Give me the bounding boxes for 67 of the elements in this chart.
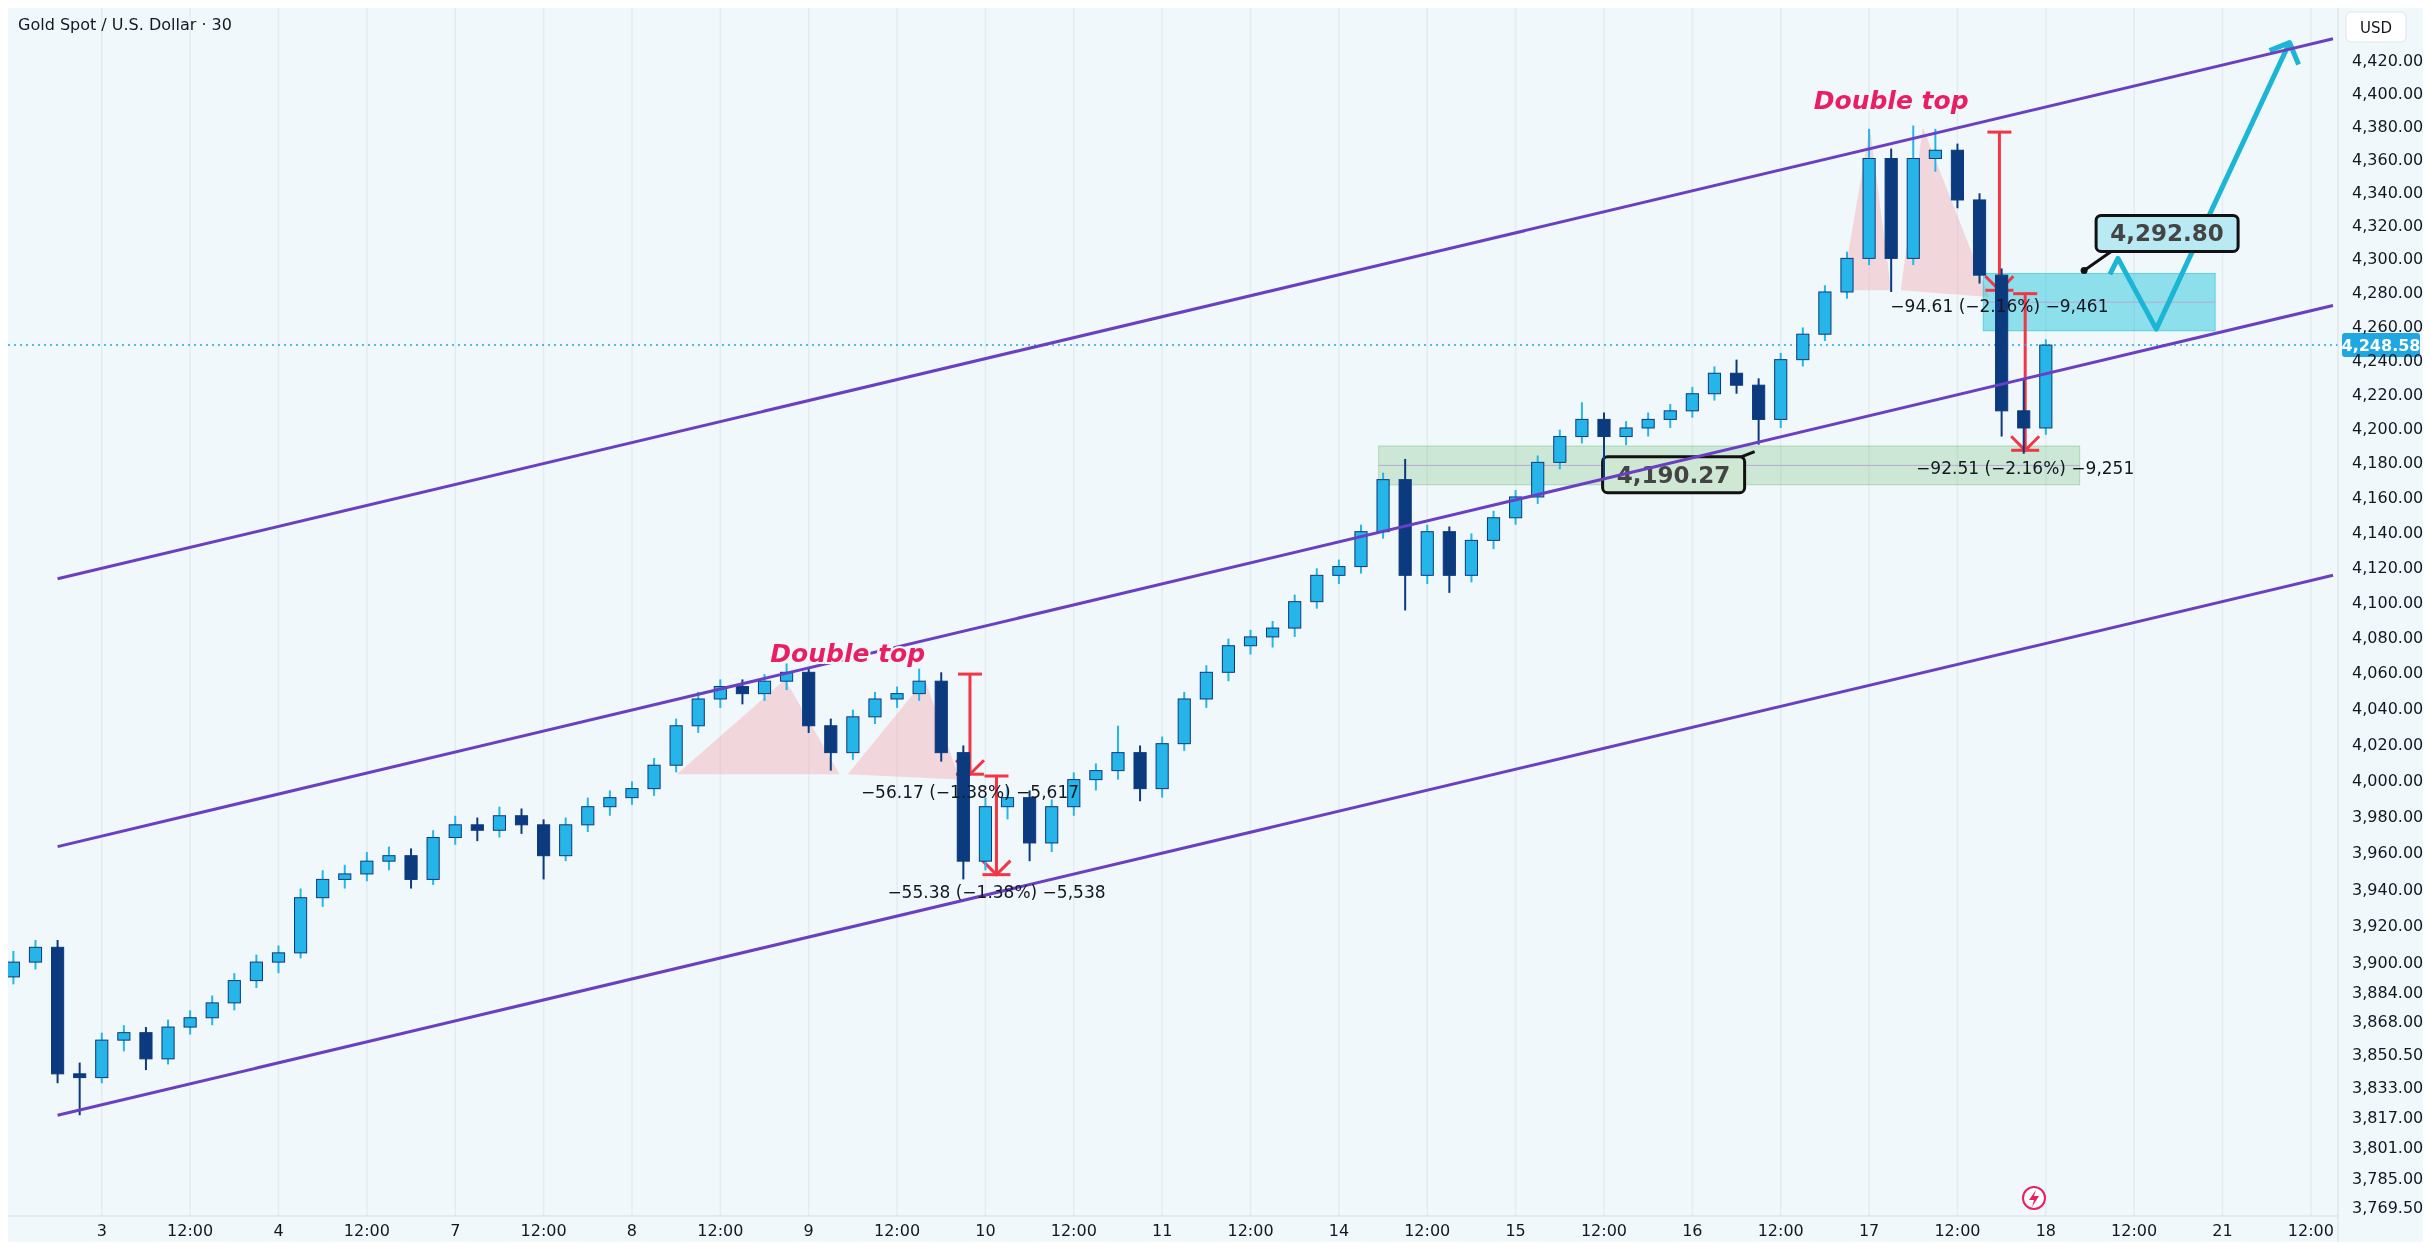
y-tick-label: 4,260.00 — [2352, 316, 2424, 336]
x-tick-label: 9 — [803, 1221, 814, 1240]
y-tick-label: 4,060.00 — [2352, 663, 2424, 683]
y-tick-label: 4,420.00 — [2352, 50, 2424, 70]
x-tick-label: 12:00 — [2287, 1221, 2334, 1240]
y-tick-label: 4,160.00 — [2352, 487, 2424, 507]
y-tick-label: 3,785.00 — [2352, 1168, 2424, 1188]
y-tick-label: 3,769.50 — [2352, 1198, 2424, 1218]
x-tick-label: 8 — [626, 1221, 638, 1240]
y-tick-label: 4,020.00 — [2352, 734, 2424, 754]
y-tick-label: 3,920.00 — [2352, 916, 2424, 936]
y-tick-label: 4,180.00 — [2352, 453, 2424, 473]
y-tick-label: 4,400.00 — [2352, 83, 2424, 103]
y-tick-label: 4,100.00 — [2352, 592, 2424, 612]
text: Gold Spot / U.S. Dollar · 30 — [18, 15, 232, 34]
y-tick-label: 4,220.00 — [2352, 384, 2424, 404]
y-tick-label: 4,300.00 — [2352, 249, 2424, 269]
x-tick-label: 12:00 — [1404, 1221, 1451, 1240]
y-tick-label: 3,884.00 — [2352, 982, 2424, 1002]
y-tick-label: 4,380.00 — [2352, 116, 2424, 136]
y-tick-label: 3,801.00 — [2352, 1138, 2424, 1158]
x-tick-label: 12:00 — [520, 1221, 567, 1240]
x-tick-label: 4 — [273, 1221, 284, 1240]
x-tick-label: 12:00 — [1227, 1221, 1274, 1240]
x-tick-label: 3 — [96, 1221, 107, 1240]
x-tick-label: 17 — [1858, 1221, 1880, 1240]
x-tick-label: 12:00 — [1757, 1221, 1804, 1240]
x-tick-label: 12:00 — [1580, 1221, 1628, 1240]
x-tick-label: 12:00 — [343, 1221, 390, 1240]
x-tick-label: 11 — [1151, 1221, 1173, 1240]
x-tick-label: 21 — [2212, 1221, 2233, 1240]
y-tick-label: 3,817.00 — [2352, 1108, 2424, 1128]
y-tick-label: 4,320.00 — [2352, 215, 2424, 235]
y-tick-label: 4,280.00 — [2352, 282, 2424, 302]
annotation: −92.51 (−2.16%) −9,251 — [1916, 458, 2135, 479]
x-tick-label: 12:00 — [1934, 1221, 1981, 1240]
y-tick-label: 3,940.00 — [2352, 879, 2424, 899]
y-tick-label: 4,120.00 — [2352, 557, 2424, 577]
y-tick-label: 3,900.00 — [2352, 953, 2424, 973]
y-tick-label: 3,960.00 — [2352, 843, 2424, 863]
y-tick-label: 3,850.50 — [2352, 1045, 2424, 1065]
x-tick-label: 10 — [975, 1221, 996, 1240]
x-tick-label: 15 — [1505, 1221, 1526, 1240]
x-tick-label: 16 — [1682, 1221, 1703, 1240]
x-tick-label: 12:00 — [1050, 1221, 1097, 1240]
x-tick-label: 7 — [450, 1221, 461, 1240]
y-tick-label: 4,140.00 — [2352, 522, 2424, 542]
y-tick-label: 4,360.00 — [2352, 149, 2424, 169]
x-tick-label: 18 — [2035, 1221, 2056, 1240]
y-tick-label: 4,200.00 — [2352, 418, 2424, 438]
y-tick-label: 4,340.00 — [2352, 182, 2424, 202]
y-tick-label: 3,868.00 — [2352, 1012, 2424, 1032]
x-tick-label: 12:00 — [874, 1221, 921, 1240]
x-tick-label: 14 — [1328, 1221, 1350, 1240]
annotation: Double top — [770, 638, 926, 668]
y-tick-label: 3,980.00 — [2352, 806, 2424, 826]
x-tick-label: 12:00 — [697, 1221, 744, 1240]
annotation: Double top — [1813, 86, 1969, 116]
annotation: 4,190.27 — [1616, 461, 1731, 488]
y-tick-label: 4,040.00 — [2352, 698, 2424, 718]
y-tick-label: 3,833.00 — [2352, 1077, 2424, 1097]
x-tick-label: 12:00 — [2111, 1221, 2158, 1240]
y-tick-label: 4,080.00 — [2352, 627, 2424, 647]
y-tick-label: 4,000.00 — [2352, 770, 2424, 790]
x-tick-label: 12:00 — [167, 1221, 214, 1240]
y-axis-title: USD — [2359, 19, 2393, 37]
annotation: 4,292.80 — [2110, 220, 2224, 247]
